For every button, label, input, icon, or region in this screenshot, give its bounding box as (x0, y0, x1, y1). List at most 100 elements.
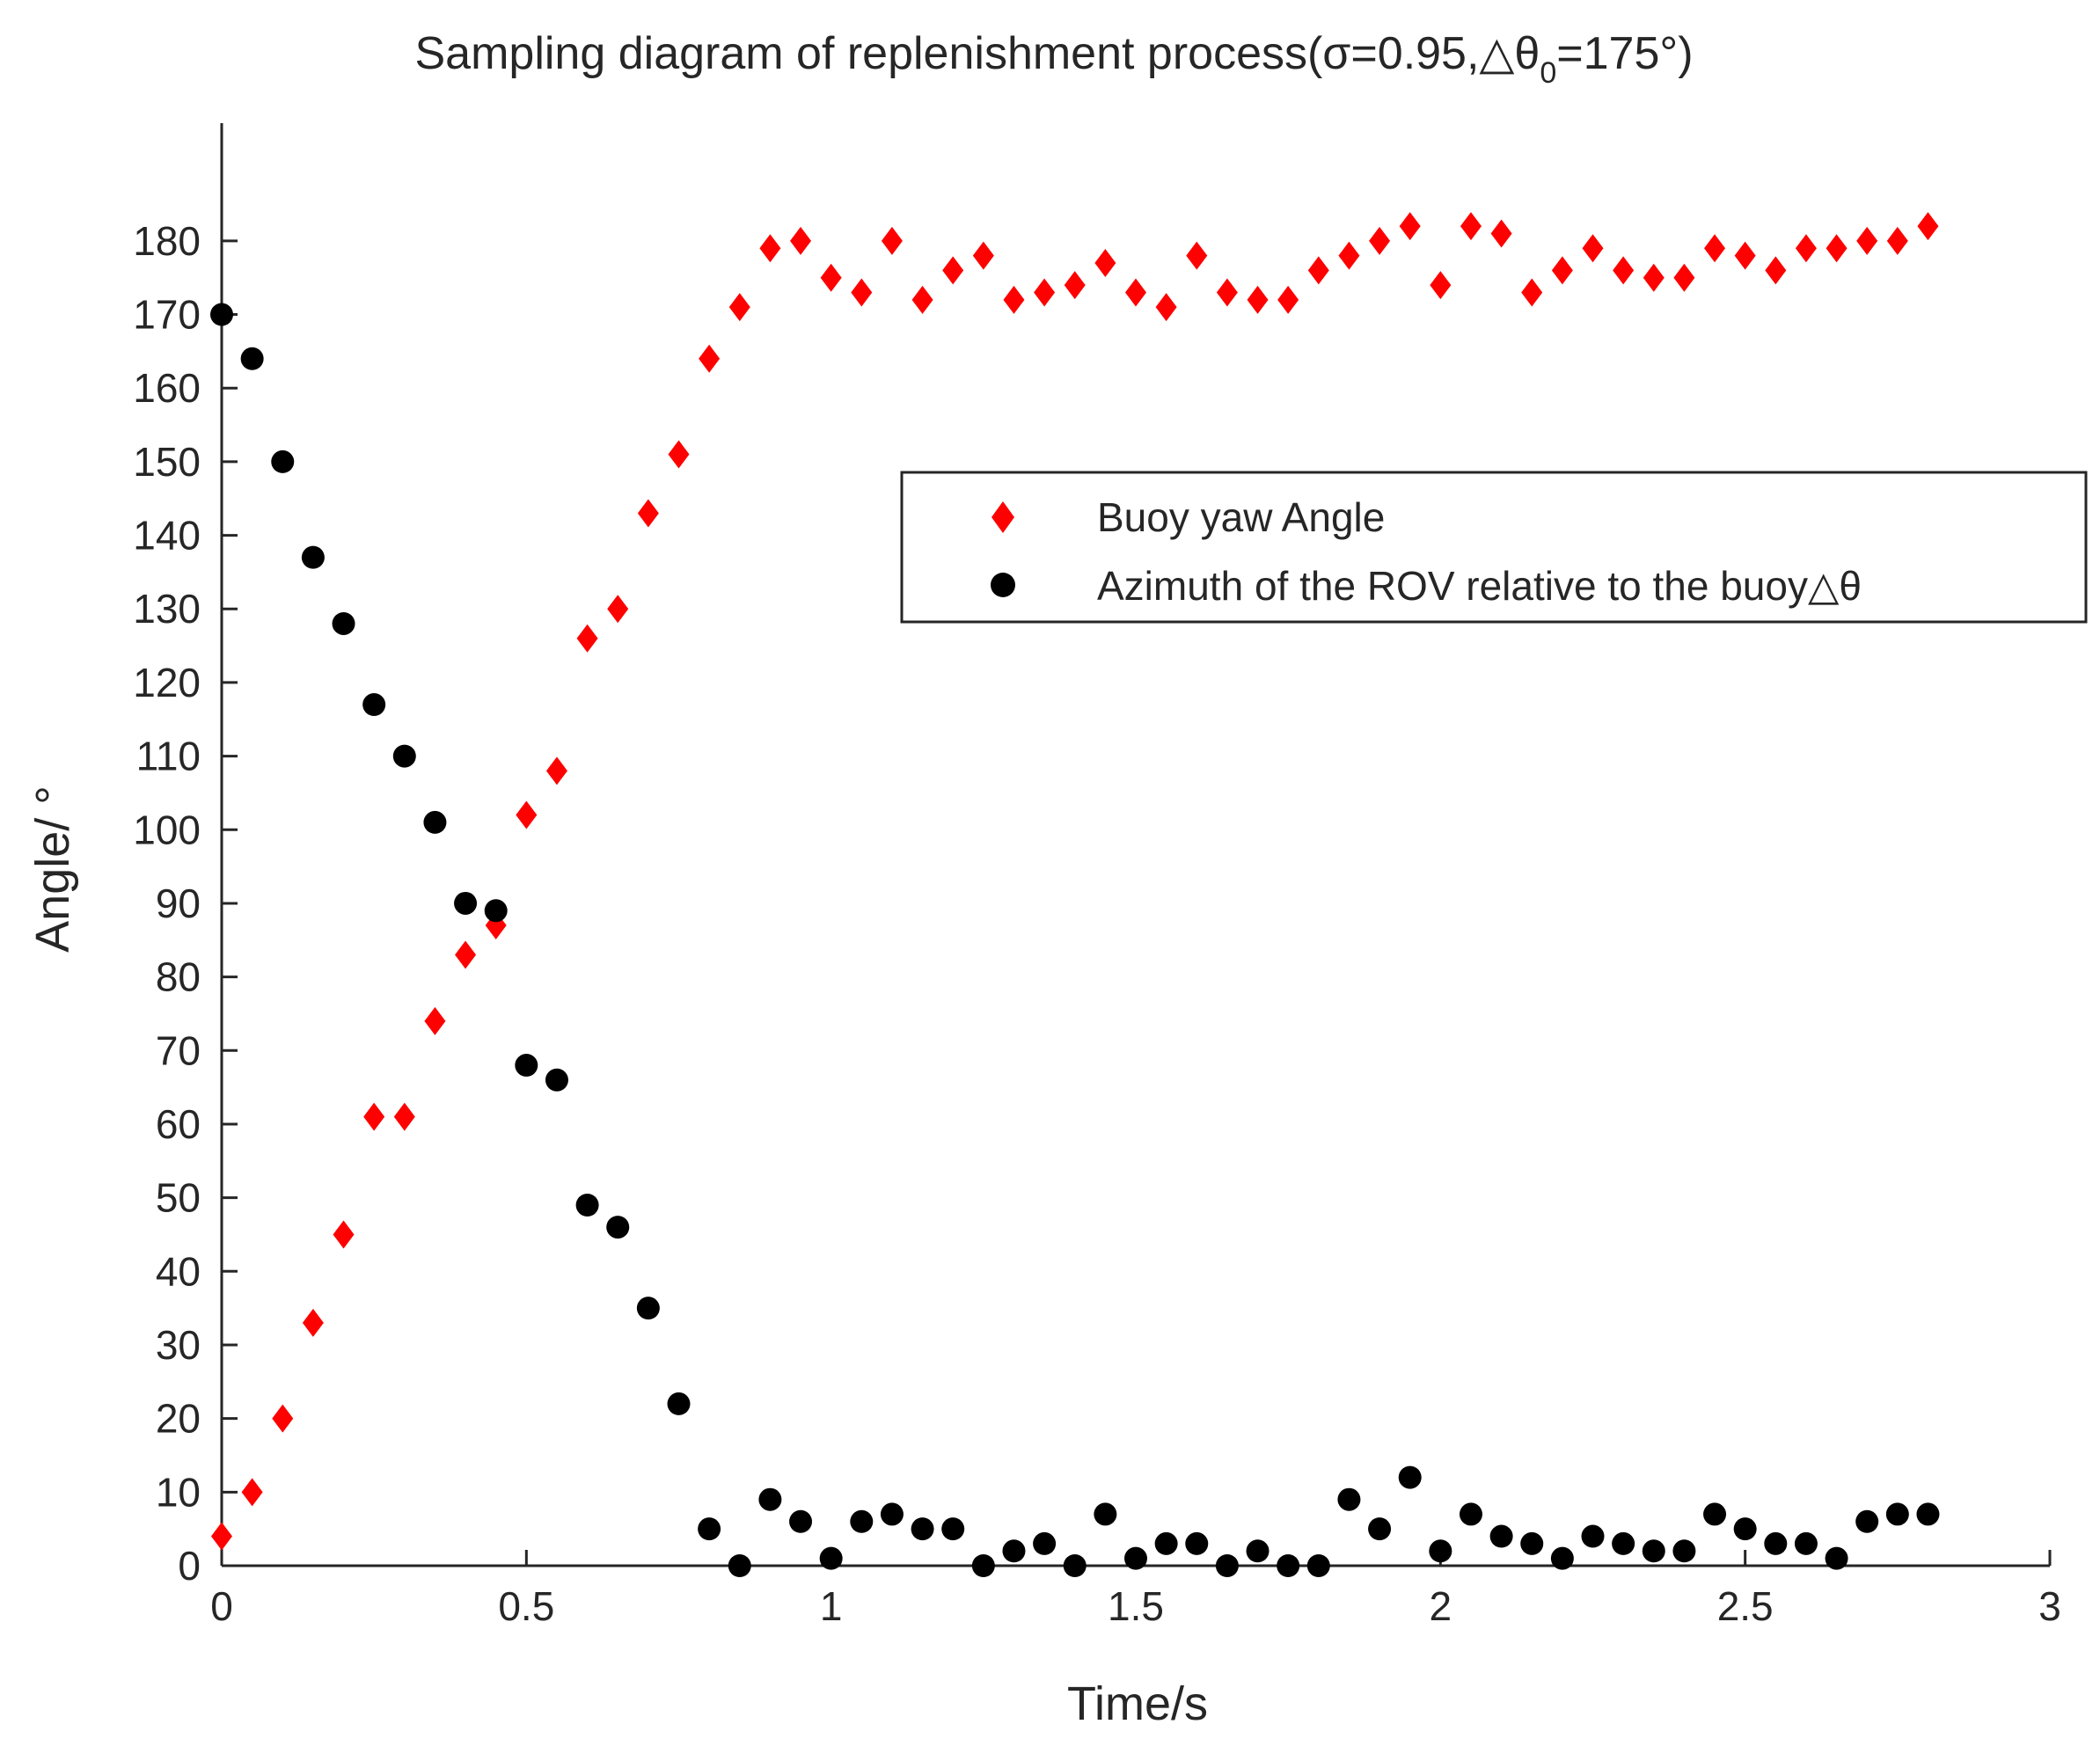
buoy-yaw-point (302, 1308, 324, 1337)
rov-azimuth-point (1306, 1554, 1330, 1577)
y-tick-label: 150 (133, 439, 201, 485)
buoy-yaw-point (272, 1404, 294, 1433)
rov-azimuth-point (1703, 1502, 1727, 1526)
rov-azimuth-point (1581, 1524, 1605, 1548)
buoy-yaw-point (516, 800, 538, 829)
buoy-yaw-point (851, 278, 873, 307)
rov-azimuth-point (1215, 1554, 1239, 1577)
buoy-yaw-point (424, 1006, 446, 1035)
rov-azimuth-point (1794, 1531, 1818, 1555)
buoy-yaw-point (241, 1478, 263, 1507)
rov-azimuth-point (1550, 1546, 1574, 1570)
chart-title: Sampling diagram of replenishment proces… (414, 28, 1693, 90)
legend-box (900, 471, 2088, 624)
x-tick-label: 2 (1430, 1583, 1452, 1629)
buoy-yaw-point (668, 440, 690, 469)
buoy-yaw-point (1521, 278, 1543, 307)
rov-azimuth-point (1520, 1531, 1544, 1555)
buoy-yaw-point (1094, 248, 1116, 277)
rov-azimuth-point (1885, 1502, 1909, 1526)
buoy-yaw-point (1247, 285, 1269, 314)
y-tick-label: 0 (178, 1543, 201, 1589)
buoy-yaw-point (1704, 234, 1726, 263)
rov-azimuth-point (880, 1502, 904, 1526)
buoy-yaw-point (1307, 256, 1329, 285)
buoy-yaw-point (1613, 256, 1635, 285)
rov-azimuth-point (698, 1517, 721, 1541)
y-tick-label: 60 (156, 1101, 201, 1147)
rov-azimuth-point (1124, 1546, 1147, 1570)
legend-diamond-marker (991, 501, 1014, 533)
buoy-yaw-point (1490, 219, 1512, 248)
rov-azimuth-point (271, 449, 295, 473)
buoy-yaw-point (393, 1102, 415, 1131)
y-tick-label: 130 (133, 586, 201, 632)
y-tick-label: 20 (156, 1396, 201, 1442)
rov-azimuth-point (789, 1509, 813, 1533)
rov-azimuth-point (1337, 1487, 1361, 1511)
buoy-yaw-point (1430, 271, 1452, 300)
rov-azimuth-point (301, 545, 325, 569)
x-tick-label: 2.5 (1717, 1583, 1774, 1629)
rov-azimuth-point (819, 1546, 843, 1570)
rov-azimuth-point (515, 1054, 538, 1078)
x-tick-label: 0 (210, 1583, 233, 1629)
y-tick-label: 90 (156, 880, 201, 926)
rov-azimuth-point (332, 611, 355, 635)
buoy-yaw-point (1886, 226, 1908, 255)
rov-azimuth-point (1033, 1531, 1057, 1555)
y-axis-ticks: 0 10 20 30 40 50 60 70 80 90 100 110 120 130 140 150 160… (133, 218, 238, 1589)
y-tick-label: 140 (133, 513, 201, 559)
rov-azimuth-point (454, 891, 478, 915)
chart-title-subscript: 0 (1540, 56, 1556, 90)
buoy-yaw-point (607, 595, 629, 624)
rov-azimuth-point (1185, 1531, 1209, 1555)
buoy-yaw-point (545, 756, 567, 785)
rov-azimuth-point (1642, 1539, 1665, 1563)
rov-azimuth-point (1094, 1502, 1117, 1526)
buoy-yaw-point (1551, 256, 1573, 285)
buoy-yaw-point (576, 624, 598, 653)
buoy-yaw-point (1643, 263, 1665, 292)
rov-azimuth-point (1855, 1509, 1879, 1533)
rov-azimuth-point (1916, 1502, 1940, 1526)
buoy-yaw-point (1034, 278, 1056, 307)
rov-azimuth-point (575, 1194, 599, 1217)
x-tick-label: 1 (820, 1583, 843, 1629)
buoy-yaw-point (363, 1102, 385, 1131)
rov-azimuth-point (210, 303, 233, 326)
buoy-yaw-point (1216, 278, 1238, 307)
buoy-yaw-point (1186, 241, 1208, 270)
x-axis-ticks: 0 0.5 1 1.5 2 2.5 3 (210, 1550, 2061, 1629)
series-rov-azimuth (210, 303, 1940, 1577)
y-tick-label: 70 (156, 1027, 201, 1073)
buoy-yaw-point (1369, 226, 1391, 255)
buoy-yaw-point (1826, 234, 1848, 263)
chart-title-tail: =175°) (1556, 28, 1693, 79)
rov-azimuth-point (1398, 1465, 1422, 1489)
buoy-yaw-point (637, 499, 659, 528)
rov-azimuth-point (1368, 1517, 1392, 1541)
buoy-yaw-point (972, 241, 994, 270)
legend-label-rov-azimuth: Azimuth of the ROV relative to the buoy△… (1097, 563, 1862, 609)
buoy-yaw-point (1125, 278, 1146, 307)
rov-azimuth-point (758, 1487, 782, 1511)
buoy-yaw-point (1856, 226, 1878, 255)
buoy-yaw-point (333, 1220, 355, 1249)
x-tick-label: 3 (2038, 1583, 2061, 1629)
buoy-yaw-point (1064, 271, 1086, 300)
y-tick-label: 100 (133, 807, 201, 852)
buoy-yaw-point (728, 293, 750, 322)
buoy-yaw-point (759, 234, 781, 263)
legend-label-buoy-yaw-angle: Buoy yaw Angle (1097, 494, 1385, 540)
rov-azimuth-point (667, 1392, 691, 1415)
buoy-yaw-point (699, 344, 721, 373)
y-tick-label: 120 (133, 660, 201, 705)
y-tick-label: 110 (136, 734, 201, 779)
rov-azimuth-point (392, 744, 416, 768)
buoy-yaw-point (1003, 285, 1025, 314)
buoy-yaw-point (1277, 285, 1299, 314)
x-tick-label: 0.5 (498, 1583, 554, 1629)
rov-azimuth-point (636, 1297, 660, 1320)
legend: Buoy yaw Angle Azimuth of the ROV relati… (900, 471, 2088, 624)
